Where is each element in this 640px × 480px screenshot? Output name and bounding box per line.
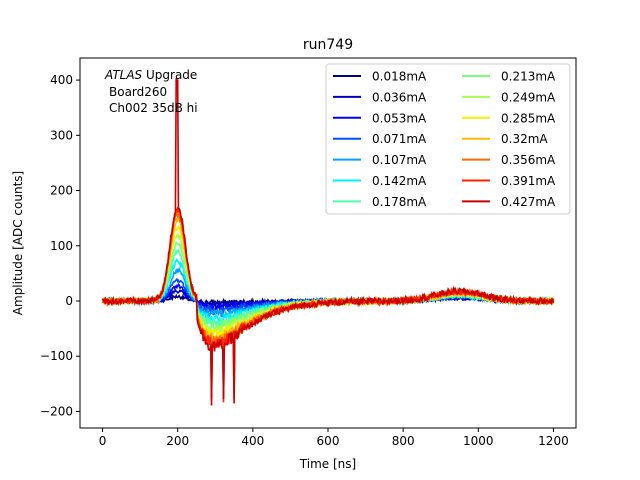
legend-label: 0.391mA	[501, 174, 556, 188]
legend-frame	[325, 63, 571, 215]
legend-label: 0.036mA	[372, 90, 427, 104]
series-layer	[101, 78, 555, 406]
legend: 0.018mA 0.036mA 0.053mA 0.071mA 0.107mA 0.142…	[325, 63, 571, 215]
y-tick-label: −100	[40, 349, 73, 363]
legend-label: 0.053mA	[372, 111, 427, 125]
legend-label: 0.178mA	[372, 195, 427, 209]
x-tick-label: 200	[166, 434, 189, 448]
svg-text:ATLAS Upgrade: ATLAS Upgrade	[104, 68, 197, 82]
atlas-annotation: ATLAS Upgrade Board260 Ch002 35dB hi	[104, 68, 198, 115]
x-tick-label: 600	[317, 434, 340, 448]
y-tick-label: −200	[40, 404, 73, 418]
x-tick-label: 800	[392, 434, 415, 448]
legend-label: 0.107mA	[372, 153, 427, 167]
series-line	[101, 78, 555, 406]
legend-label: 0.356mA	[501, 153, 556, 167]
legend-label: 0.427mA	[501, 195, 556, 209]
y-tick-label: 200	[50, 184, 73, 198]
x-tick-label: 1200	[538, 434, 569, 448]
y-tick-label: 0	[65, 294, 73, 308]
legend-label: 0.32mA	[501, 132, 548, 146]
legend-label: 0.071mA	[372, 132, 427, 146]
x-tick-label: 1000	[463, 434, 494, 448]
legend-label: 0.213mA	[501, 70, 556, 84]
x-axis-label: Time [ns]	[299, 457, 356, 471]
y-tick-label: 400	[50, 73, 73, 87]
legend-label: 0.142mA	[372, 174, 427, 188]
y-tick-label: 100	[50, 239, 73, 253]
x-tick-label: 0	[99, 434, 107, 448]
annotation-italic: ATLAS	[104, 68, 143, 82]
chart-title: run749	[303, 37, 353, 53]
legend-label: 0.285mA	[501, 111, 556, 125]
annotation-rest: Upgrade	[142, 68, 197, 82]
y-axis-label: Amplitude [ADC counts]	[11, 171, 25, 315]
annotation-channel: Ch002 35dB hi	[109, 101, 198, 115]
annotation-board: Board260	[109, 85, 167, 99]
y-axis: −200 −100 0 100 200 300 400	[40, 73, 80, 418]
y-tick-label: 300	[50, 128, 73, 142]
legend-label: 0.018mA	[372, 70, 427, 84]
legend-label: 0.249mA	[501, 90, 556, 104]
x-axis: 0 200 400 600 800 1000 1200	[99, 428, 569, 448]
x-tick-label: 400	[241, 434, 264, 448]
